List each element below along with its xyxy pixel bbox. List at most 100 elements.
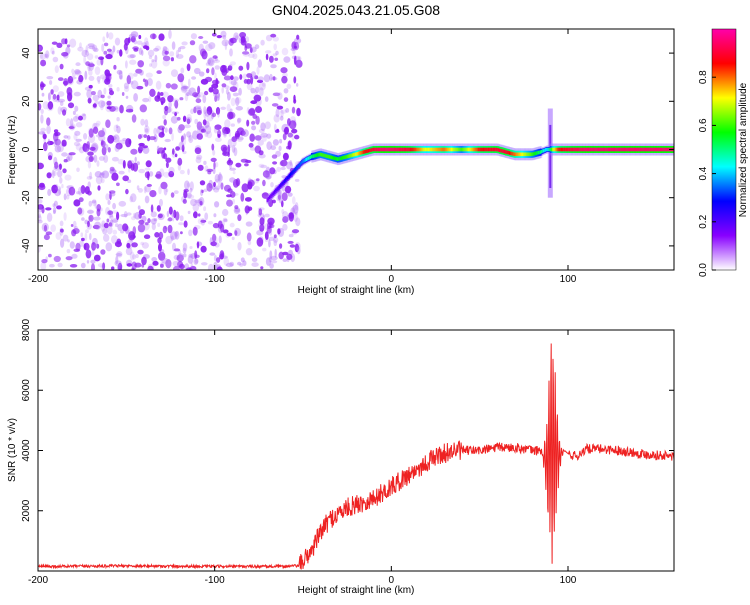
ridge-core <box>409 147 413 152</box>
noise-speckle <box>260 164 267 169</box>
noise-speckle <box>159 92 164 96</box>
noise-speckle <box>89 171 92 180</box>
noise-speckle <box>61 139 67 147</box>
noise-speckle <box>224 119 231 129</box>
noise-speckle <box>81 113 86 117</box>
ridge-core <box>579 147 582 152</box>
noise-speckle <box>220 65 226 73</box>
ridge-core <box>450 147 454 152</box>
noise-speckle <box>180 86 187 91</box>
ridge-core <box>430 147 434 152</box>
ridge-core <box>558 147 561 152</box>
noise-speckle <box>125 108 134 113</box>
noise-speckle <box>193 211 198 219</box>
noise-speckle <box>198 71 205 77</box>
noise-speckle <box>280 159 288 167</box>
noise-speckle <box>61 152 68 157</box>
noise-speckle <box>229 108 233 113</box>
noise-speckle <box>216 257 221 263</box>
noise-speckle <box>133 39 138 45</box>
noise-speckle <box>223 75 231 81</box>
noise-speckle <box>38 213 41 219</box>
noise-speckle <box>114 37 121 46</box>
noise-speckle <box>280 109 284 118</box>
noise-speckle <box>203 188 208 192</box>
noise-speckle <box>231 144 236 153</box>
noise-speckle <box>88 200 93 207</box>
noise-speckle <box>207 170 212 175</box>
noise-speckle <box>183 133 187 140</box>
noise-speckle <box>45 231 53 235</box>
noise-speckle <box>68 152 76 156</box>
noise-speckle <box>210 157 217 162</box>
noise-speckle <box>101 146 107 156</box>
noise-speckle <box>134 212 141 220</box>
noise-speckle <box>216 96 220 102</box>
noise-speckle <box>157 222 161 227</box>
noise-speckle <box>46 212 53 222</box>
noise-speckle <box>276 195 281 202</box>
noise-speckle <box>75 138 82 142</box>
noise-speckle <box>88 69 93 76</box>
noise-speckle <box>87 220 90 228</box>
noise-speckle <box>280 166 286 171</box>
noise-speckle <box>46 76 54 80</box>
noise-speckle <box>206 130 213 139</box>
noise-speckle <box>196 154 203 160</box>
noise-speckle <box>222 146 228 156</box>
noise-speckle <box>237 241 242 251</box>
noise-speckle <box>59 63 64 70</box>
noise-speckle <box>40 127 47 132</box>
ridge-core <box>618 147 622 152</box>
noise-speckle <box>220 30 227 38</box>
noise-speckle <box>88 61 95 71</box>
noise-speckle <box>204 125 212 135</box>
noise-speckle <box>221 39 229 47</box>
noise-speckle <box>127 72 134 80</box>
noise-speckle <box>39 52 43 60</box>
noise-speckle <box>206 68 210 74</box>
noise-speckle <box>186 113 192 123</box>
noise-speckle <box>147 49 155 57</box>
noise-speckle <box>228 63 233 70</box>
noise-speckle <box>116 182 120 187</box>
noise-speckle <box>292 48 296 55</box>
ridge-core <box>323 153 326 158</box>
noise-speckle <box>293 45 298 49</box>
noise-speckle <box>158 251 166 261</box>
noise-speckle <box>162 46 168 52</box>
noise-speckle <box>277 190 282 199</box>
noise-speckle <box>74 70 82 76</box>
noise-speckle <box>255 106 262 113</box>
noise-speckle <box>119 49 123 57</box>
noise-speckle <box>165 82 172 89</box>
noise-speckle <box>56 94 60 101</box>
ridge-core <box>581 147 585 152</box>
noise-speckle <box>258 82 266 91</box>
ridge-core <box>273 190 277 194</box>
noise-speckle <box>43 142 48 152</box>
noise-speckle <box>146 134 151 142</box>
noise-speckle <box>93 47 99 53</box>
noise-speckle <box>279 115 284 121</box>
noise-speckle <box>163 119 167 126</box>
noise-speckle <box>247 239 252 246</box>
noise-speckle <box>196 133 203 140</box>
noise-speckle <box>285 108 290 113</box>
noise-speckle <box>56 205 62 210</box>
noise-speckle <box>157 91 161 100</box>
noise-speckle <box>258 208 263 216</box>
noise-speckle <box>144 195 150 204</box>
ridge-core <box>494 147 497 152</box>
noise-speckle <box>295 59 303 68</box>
noise-speckle <box>49 80 53 85</box>
noise-speckle <box>217 220 223 229</box>
noise-speckle <box>82 142 88 152</box>
noise-speckle <box>205 62 210 66</box>
noise-speckle <box>270 145 277 151</box>
ridge-core <box>616 147 619 152</box>
noise-speckle <box>145 222 149 226</box>
noise-speckle <box>131 216 136 221</box>
x-tick-label: 0 <box>389 274 395 285</box>
noise-speckle <box>222 35 227 40</box>
